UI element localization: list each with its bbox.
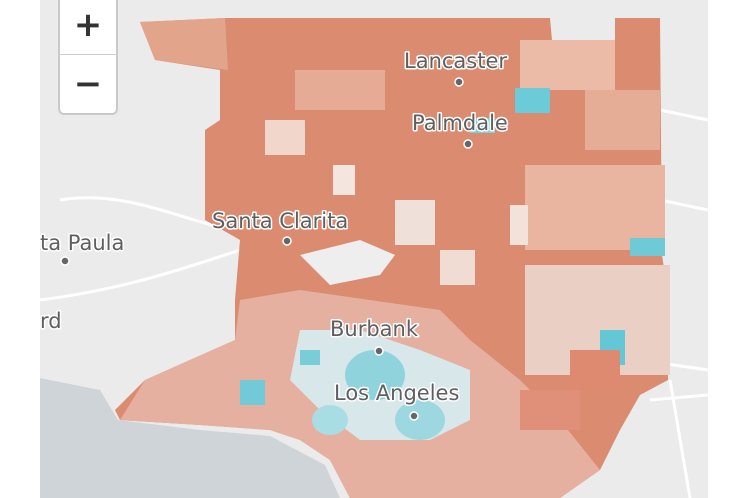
place-label: rd bbox=[40, 309, 62, 333]
roads bbox=[39, 108, 709, 498]
place-label: Palmdale bbox=[412, 111, 508, 135]
place-labels: Lancaster Palmdale Santa Clarita ta Paula rd… bbox=[39, 48, 509, 421]
place-dot bbox=[374, 346, 384, 356]
place-label: ta Paula bbox=[40, 231, 124, 255]
district-shading bbox=[120, 18, 670, 498]
place-dot bbox=[60, 256, 70, 266]
place-dot bbox=[463, 139, 473, 149]
place-label: Los Angeles bbox=[334, 381, 459, 405]
ocean bbox=[40, 378, 340, 498]
zoom-in-button[interactable]: + bbox=[60, 0, 116, 55]
place-dot bbox=[454, 77, 464, 87]
place-dot bbox=[409, 411, 419, 421]
place-dot bbox=[282, 236, 292, 246]
place-label: Santa Clarita bbox=[212, 209, 348, 233]
zoom-control: + − bbox=[58, 0, 118, 115]
place-label: Burbank bbox=[330, 317, 419, 341]
place-label: Lancaster bbox=[404, 49, 507, 73]
zoom-out-button[interactable]: − bbox=[73, 64, 103, 104]
